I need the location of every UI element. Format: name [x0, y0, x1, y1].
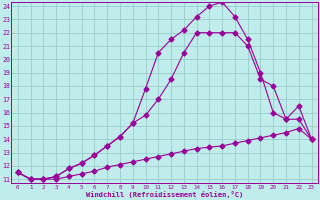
X-axis label: Windchill (Refroidissement éolien,°C): Windchill (Refroidissement éolien,°C) — [86, 191, 243, 198]
